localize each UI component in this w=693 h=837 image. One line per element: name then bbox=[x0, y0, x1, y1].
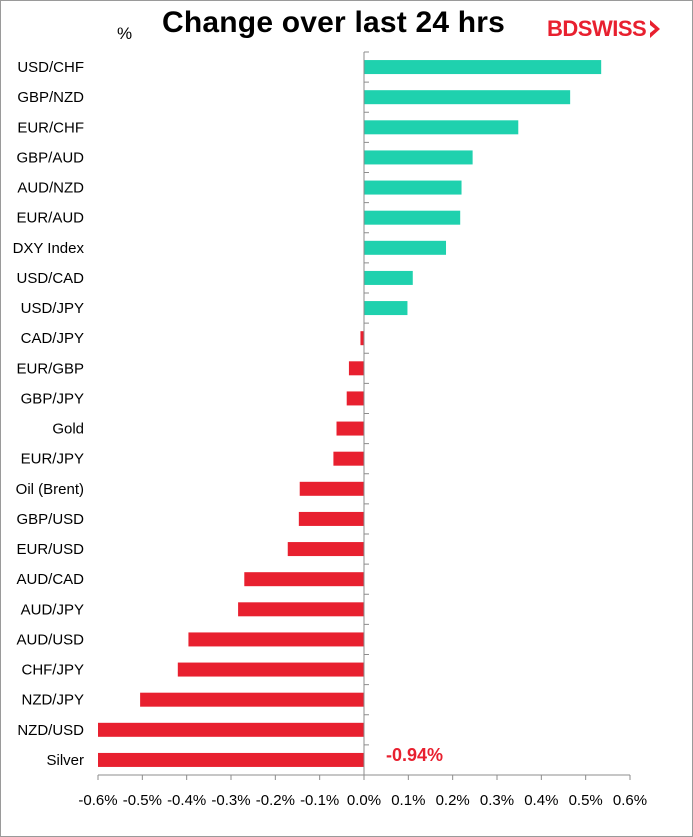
bar-oil-brent bbox=[299, 481, 364, 496]
bar-gbp-nzd bbox=[364, 90, 571, 105]
category-label: GBP/AUD bbox=[16, 149, 84, 166]
x-tick-label: -0.4% bbox=[167, 792, 206, 809]
bar-eur-aud bbox=[364, 210, 461, 225]
category-label: CHF/JPY bbox=[21, 662, 84, 679]
x-tick-label: 0.5% bbox=[569, 792, 603, 809]
category-label: EUR/JPY bbox=[21, 451, 84, 468]
bar-usd-cad bbox=[364, 270, 413, 285]
x-tick-label: -0.5% bbox=[123, 792, 162, 809]
bar-aud-usd bbox=[188, 632, 364, 647]
x-tick-label: 0.4% bbox=[524, 792, 558, 809]
bar-gold bbox=[336, 421, 364, 436]
category-label: CAD/JPY bbox=[21, 330, 84, 347]
bar-dxy-index bbox=[364, 240, 447, 255]
bar-silver bbox=[98, 752, 364, 767]
x-tick-label: -0.2% bbox=[256, 792, 295, 809]
silver-value-annotation: -0.94% bbox=[386, 745, 443, 765]
bar-nzd-usd bbox=[98, 722, 364, 737]
category-label: EUR/CHF bbox=[17, 119, 84, 136]
chart-title: Change over last 24 hrs bbox=[162, 6, 506, 39]
unit-label: % bbox=[117, 24, 133, 43]
category-label: EUR/GBP bbox=[16, 360, 84, 377]
category-label: GBP/USD bbox=[16, 511, 84, 528]
bar-nzd-jpy bbox=[140, 692, 364, 707]
category-label: GBP/JPY bbox=[21, 390, 84, 407]
x-tick-label: 0.3% bbox=[480, 792, 514, 809]
category-label: AUD/USD bbox=[16, 631, 84, 648]
x-tick-label: -0.3% bbox=[211, 792, 250, 809]
x-tick-label: -0.1% bbox=[300, 792, 339, 809]
bar-aud-nzd bbox=[364, 180, 462, 195]
x-tick-label: -0.6% bbox=[78, 792, 117, 809]
chevron-right-icon bbox=[650, 20, 661, 38]
category-label: NZD/USD bbox=[17, 722, 84, 739]
bar-eur-gbp bbox=[348, 361, 364, 376]
category-label: EUR/AUD bbox=[16, 210, 84, 227]
category-label: DXY Index bbox=[13, 240, 85, 257]
bar-eur-jpy bbox=[333, 451, 364, 466]
category-label: AUD/CAD bbox=[16, 571, 84, 588]
bar-aud-jpy bbox=[238, 602, 364, 617]
category-label: Gold bbox=[52, 421, 84, 438]
bar-usd-chf bbox=[364, 60, 602, 75]
bar-gbp-jpy bbox=[346, 391, 364, 406]
category-label: AUD/NZD bbox=[17, 180, 84, 197]
bar-aud-cad bbox=[244, 572, 364, 587]
bar-cad-jpy bbox=[360, 331, 364, 346]
category-label: GBP/NZD bbox=[17, 89, 84, 106]
bdswiss-logo: BDSWISS bbox=[547, 16, 662, 42]
category-label: Oil (Brent) bbox=[16, 481, 84, 498]
x-tick-label: 0.2% bbox=[436, 792, 470, 809]
category-label: USD/JPY bbox=[21, 300, 84, 317]
category-label: Silver bbox=[46, 752, 84, 769]
bar-eur-usd bbox=[287, 542, 364, 557]
x-tick-label: 0.1% bbox=[391, 792, 425, 809]
category-label: AUD/JPY bbox=[21, 601, 84, 618]
bar-gbp-usd bbox=[298, 511, 364, 526]
bar-usd-jpy bbox=[364, 301, 408, 316]
category-label: NZD/JPY bbox=[21, 692, 84, 709]
category-label: USD/CHF bbox=[17, 59, 84, 76]
category-label: EUR/USD bbox=[16, 541, 84, 558]
logo-text: BDSWISS bbox=[547, 16, 647, 41]
x-tick-label: 0.6% bbox=[613, 792, 647, 809]
category-label: USD/CAD bbox=[16, 270, 84, 287]
x-tick-label: 0.0% bbox=[347, 792, 381, 809]
bar-gbp-aud bbox=[364, 150, 473, 165]
bar-chf-jpy bbox=[177, 662, 364, 677]
bar-eur-chf bbox=[364, 120, 519, 135]
